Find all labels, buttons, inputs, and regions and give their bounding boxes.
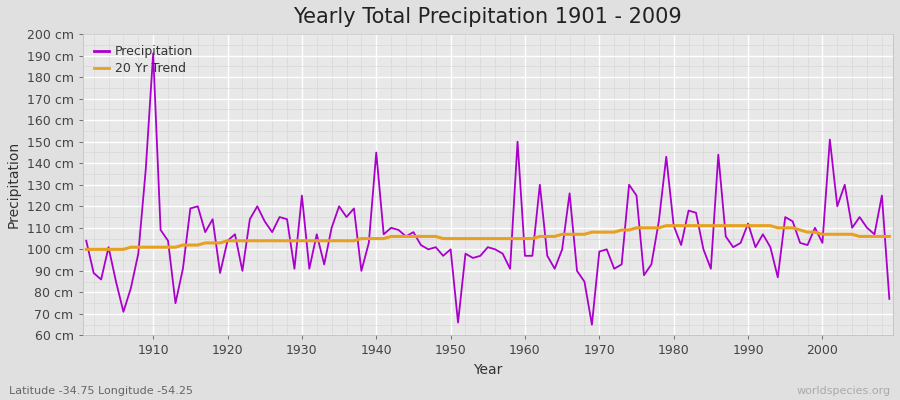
Precipitation xyxy=(884,296,895,301)
Text: worldspecies.org: worldspecies.org xyxy=(796,386,891,396)
Precipitation xyxy=(624,182,634,187)
Text: Latitude -34.75 Longitude -54.25: Latitude -34.75 Longitude -54.25 xyxy=(9,386,193,396)
Precipitation xyxy=(527,254,538,258)
Precipitation xyxy=(81,238,92,243)
20 Yr Trend xyxy=(661,223,671,228)
Title: Yearly Total Precipitation 1901 - 2009: Yearly Total Precipitation 1901 - 2009 xyxy=(293,7,682,27)
Line: 20 Yr Trend: 20 Yr Trend xyxy=(86,226,889,249)
20 Yr Trend xyxy=(304,238,315,243)
20 Yr Trend xyxy=(140,245,151,250)
Precipitation xyxy=(587,322,598,327)
20 Yr Trend xyxy=(608,230,619,234)
20 Yr Trend xyxy=(519,236,530,241)
20 Yr Trend xyxy=(348,238,359,243)
Line: Precipitation: Precipitation xyxy=(86,54,889,325)
Y-axis label: Precipitation: Precipitation xyxy=(7,141,21,228)
20 Yr Trend xyxy=(81,247,92,252)
Precipitation xyxy=(148,51,158,56)
Precipitation xyxy=(519,254,530,258)
Legend: Precipitation, 20 Yr Trend: Precipitation, 20 Yr Trend xyxy=(89,40,198,80)
20 Yr Trend xyxy=(512,236,523,241)
X-axis label: Year: Year xyxy=(473,363,502,377)
Precipitation xyxy=(140,167,151,172)
Precipitation xyxy=(311,232,322,237)
20 Yr Trend xyxy=(884,234,895,239)
Precipitation xyxy=(356,268,367,273)
